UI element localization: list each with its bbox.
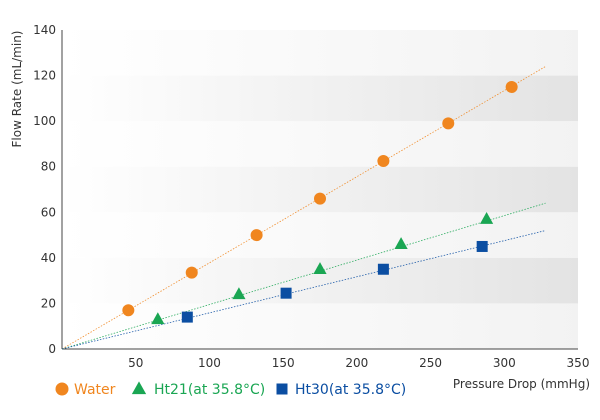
ht30-point: [377, 263, 389, 275]
water-point: [505, 80, 518, 93]
ht30-point: [476, 240, 488, 252]
y-tick-label: 0: [48, 342, 56, 356]
grid-band: [62, 30, 578, 76]
x-tick-label: 50: [128, 356, 143, 370]
legend-ht21-label: Ht21(at 35.8°C): [154, 382, 265, 398]
water-point: [377, 155, 390, 168]
x-tick-label: 250: [419, 356, 442, 370]
legend-water-label: Water: [74, 382, 116, 398]
legend: Water Ht21(at 35.8°C) Ht30(at 35.8°C): [55, 381, 406, 398]
y-tick-label: 120: [33, 69, 56, 83]
grid-band: [62, 75, 578, 122]
ht21-point: [479, 212, 494, 224]
data-points: [122, 80, 518, 325]
ht21-point: [394, 237, 408, 249]
x-tick-label: 150: [272, 356, 295, 370]
ht21-point: [151, 312, 165, 325]
y-tick-label: 100: [33, 114, 56, 128]
y-tick-label: 20: [41, 296, 56, 310]
grid-band: [62, 303, 578, 349]
water-point: [185, 266, 198, 279]
legend-water-icon: [55, 382, 69, 396]
x-axis-title: Pressure Drop (mmHg): [453, 377, 590, 391]
water-point: [442, 117, 455, 130]
y-tick-label: 140: [33, 23, 56, 37]
ht30-point: [280, 287, 292, 299]
grid-bands: [62, 30, 578, 349]
y-tick-label: 40: [41, 251, 56, 265]
y-tick-label: 60: [41, 205, 56, 219]
x-tick-label: 300: [493, 356, 516, 370]
axes: 0 20 40 60 80 100 120 140 50 100 150 200 250 300 350: [33, 23, 589, 370]
ht21-point: [232, 287, 246, 300]
x-tick-label: 350: [567, 356, 590, 370]
water-point: [314, 192, 326, 205]
trend-line: [61, 202, 546, 350]
legend-ht21-icon: [131, 381, 147, 395]
x-tick-label: 200: [345, 356, 368, 370]
grid-band: [62, 212, 578, 258]
legend-ht30-label: Ht30(at 35.8°C): [295, 382, 406, 398]
grid-band: [62, 121, 578, 167]
trend-line: [61, 230, 546, 350]
trend-line: [61, 66, 546, 350]
water-point: [250, 229, 263, 242]
x-tick-label: 100: [198, 356, 221, 370]
y-tick-label: 80: [41, 160, 56, 174]
y-axis-title: Flow Rate (mL/min): [10, 31, 24, 148]
water-point: [122, 304, 135, 317]
ht30-point: [181, 311, 193, 323]
grid-band: [62, 166, 578, 213]
ht21-point: [313, 262, 327, 275]
trend-lines: [61, 66, 546, 350]
legend-ht30-icon: [276, 383, 288, 395]
